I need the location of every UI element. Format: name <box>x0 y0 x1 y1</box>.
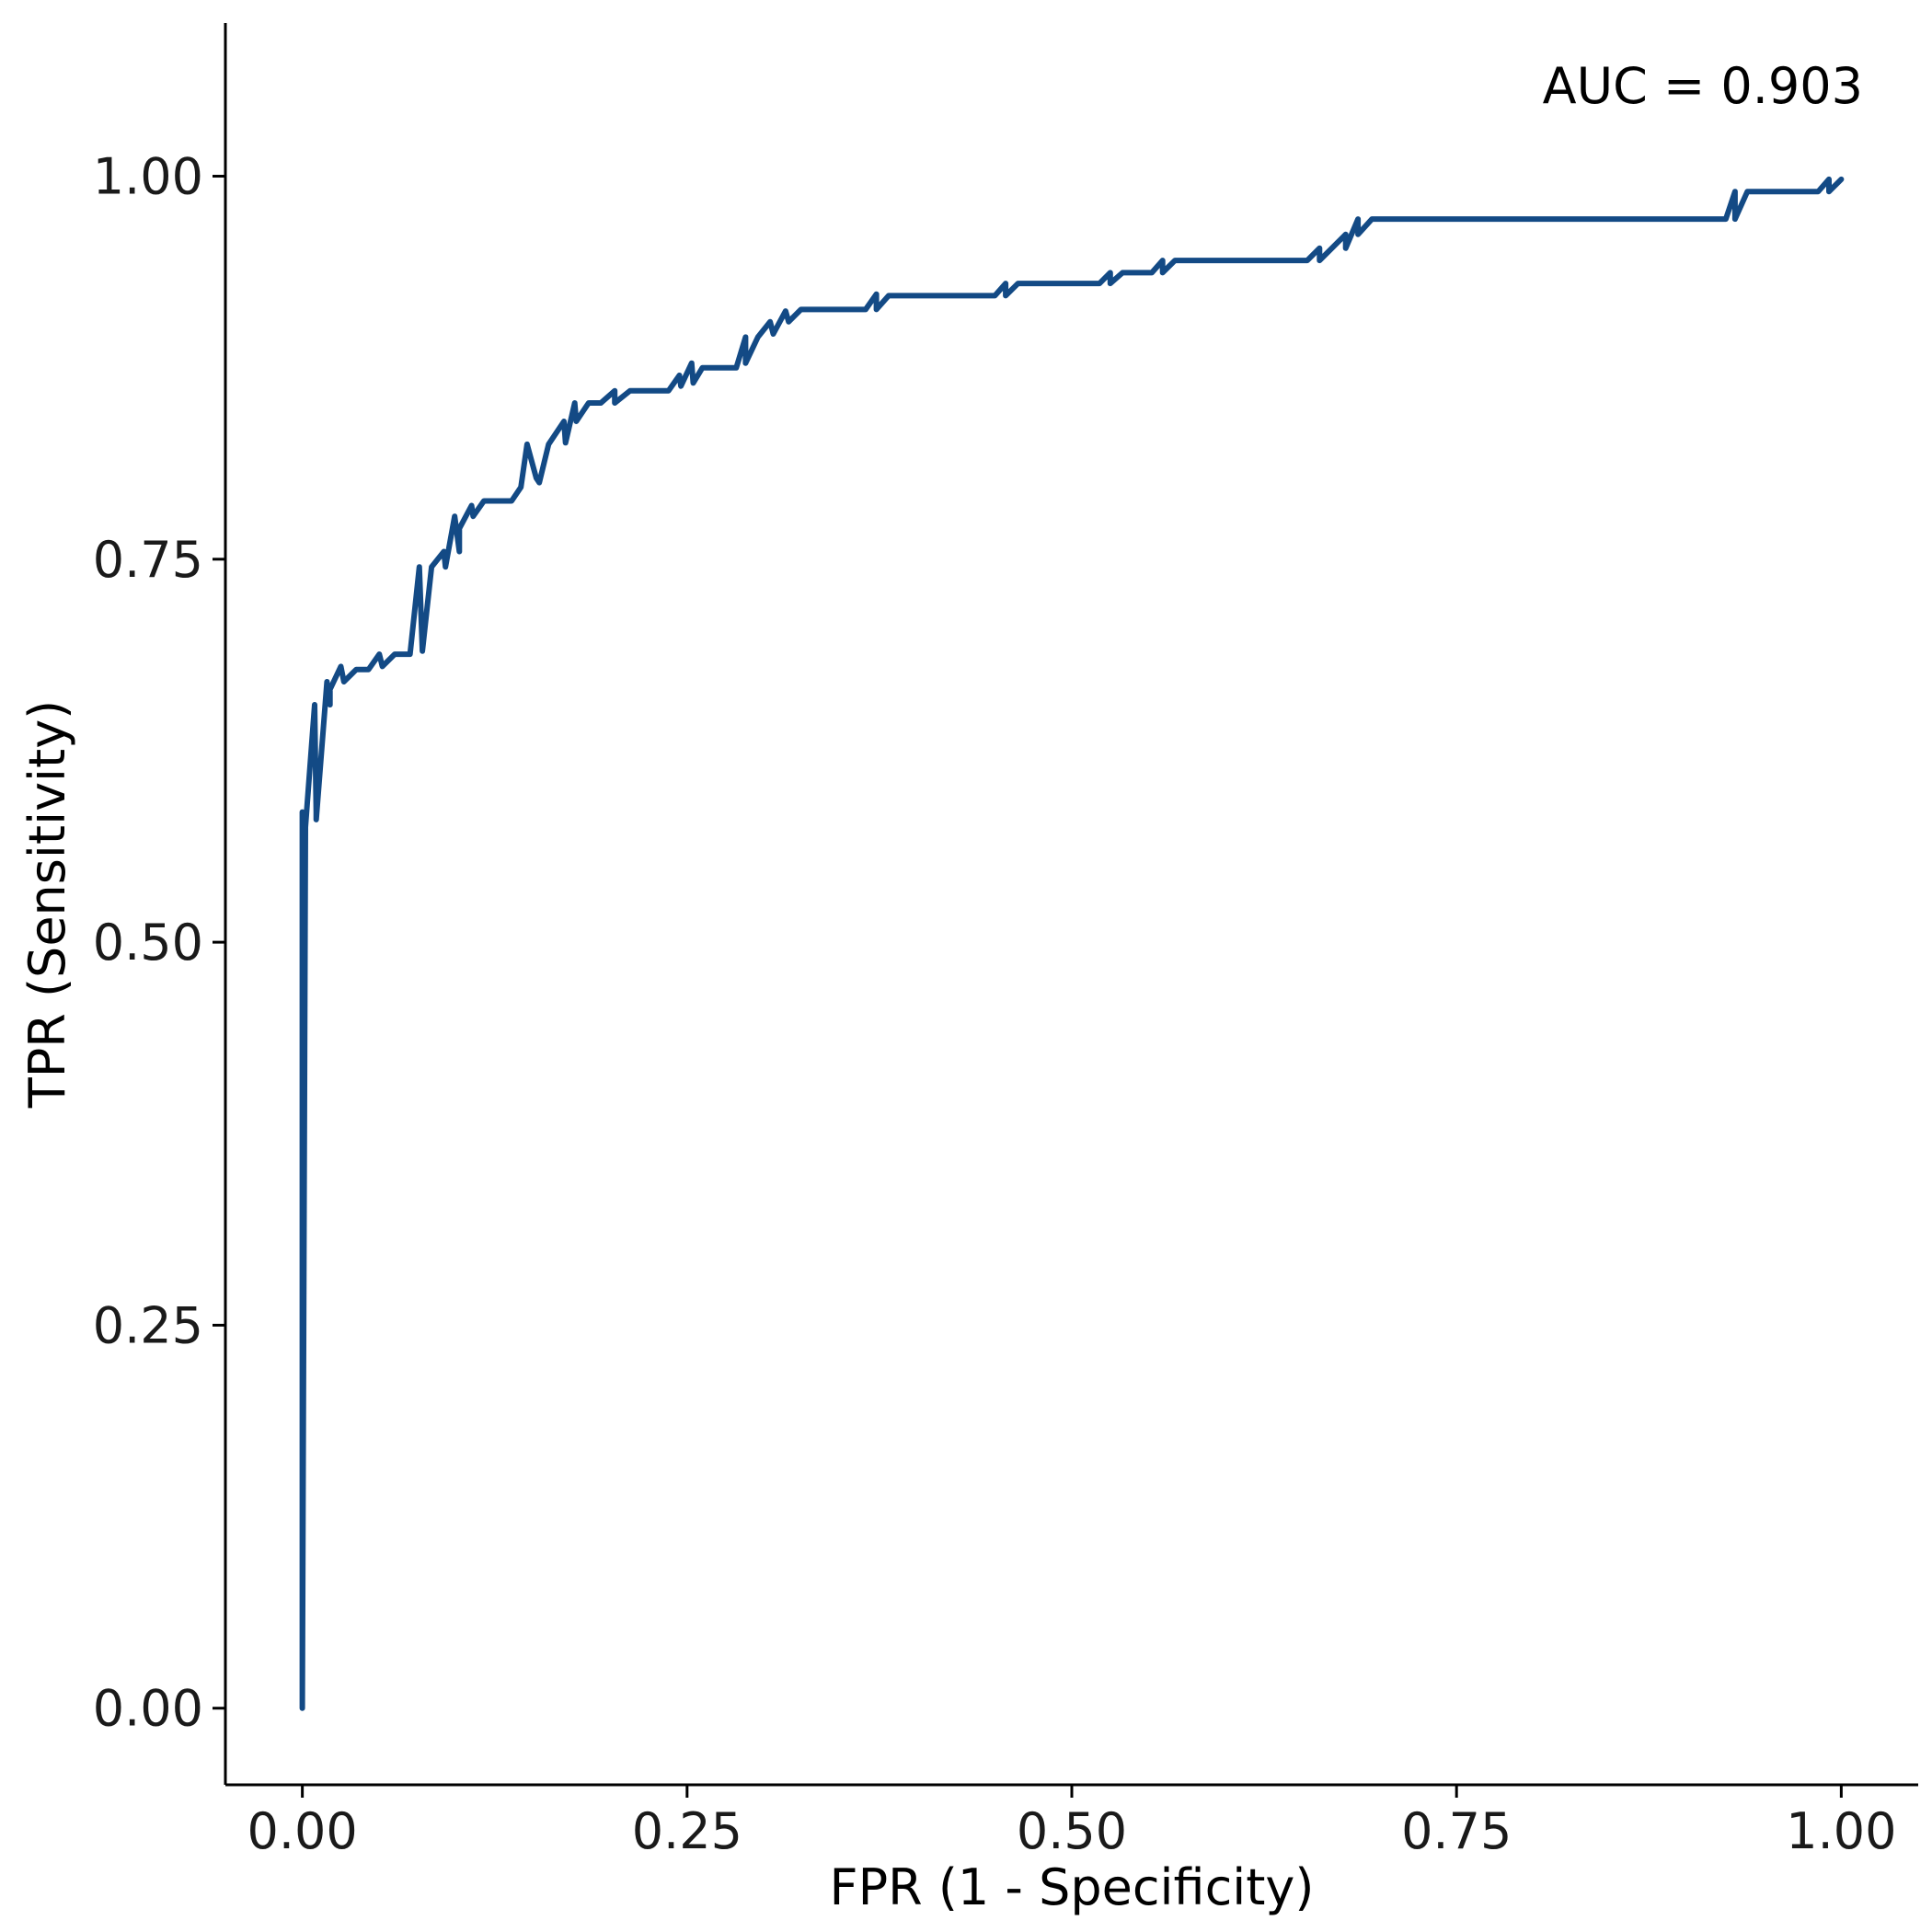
x-tick-label: 0.75 <box>1401 1802 1512 1860</box>
y-tick-label: 0.00 <box>93 1680 203 1738</box>
x-axis-ticks: 0.00 0.25 0.50 0.75 1.00 <box>247 1785 1896 1860</box>
x-tick-label: 1.00 <box>1786 1802 1896 1860</box>
x-tick-label: 0.00 <box>247 1802 358 1860</box>
y-tick-label: 0.50 <box>93 914 203 972</box>
y-tick-label: 1.00 <box>93 148 203 206</box>
roc-curve <box>299 176 1845 1711</box>
y-tick-label: 0.25 <box>93 1296 203 1354</box>
auc-annotation: AUC = 0.903 <box>1543 57 1863 115</box>
x-tick-label: 0.50 <box>1017 1802 1127 1860</box>
y-axis-ticks: 0.00 0.25 0.50 0.75 1.00 <box>93 148 225 1738</box>
x-tick-label: 0.25 <box>632 1802 742 1860</box>
x-axis-title: FPR (1 - Specificity) <box>830 1858 1315 1916</box>
y-axis-title: TPR (Sensitivity) <box>18 700 76 1110</box>
y-tick-label: 0.75 <box>93 531 203 589</box>
